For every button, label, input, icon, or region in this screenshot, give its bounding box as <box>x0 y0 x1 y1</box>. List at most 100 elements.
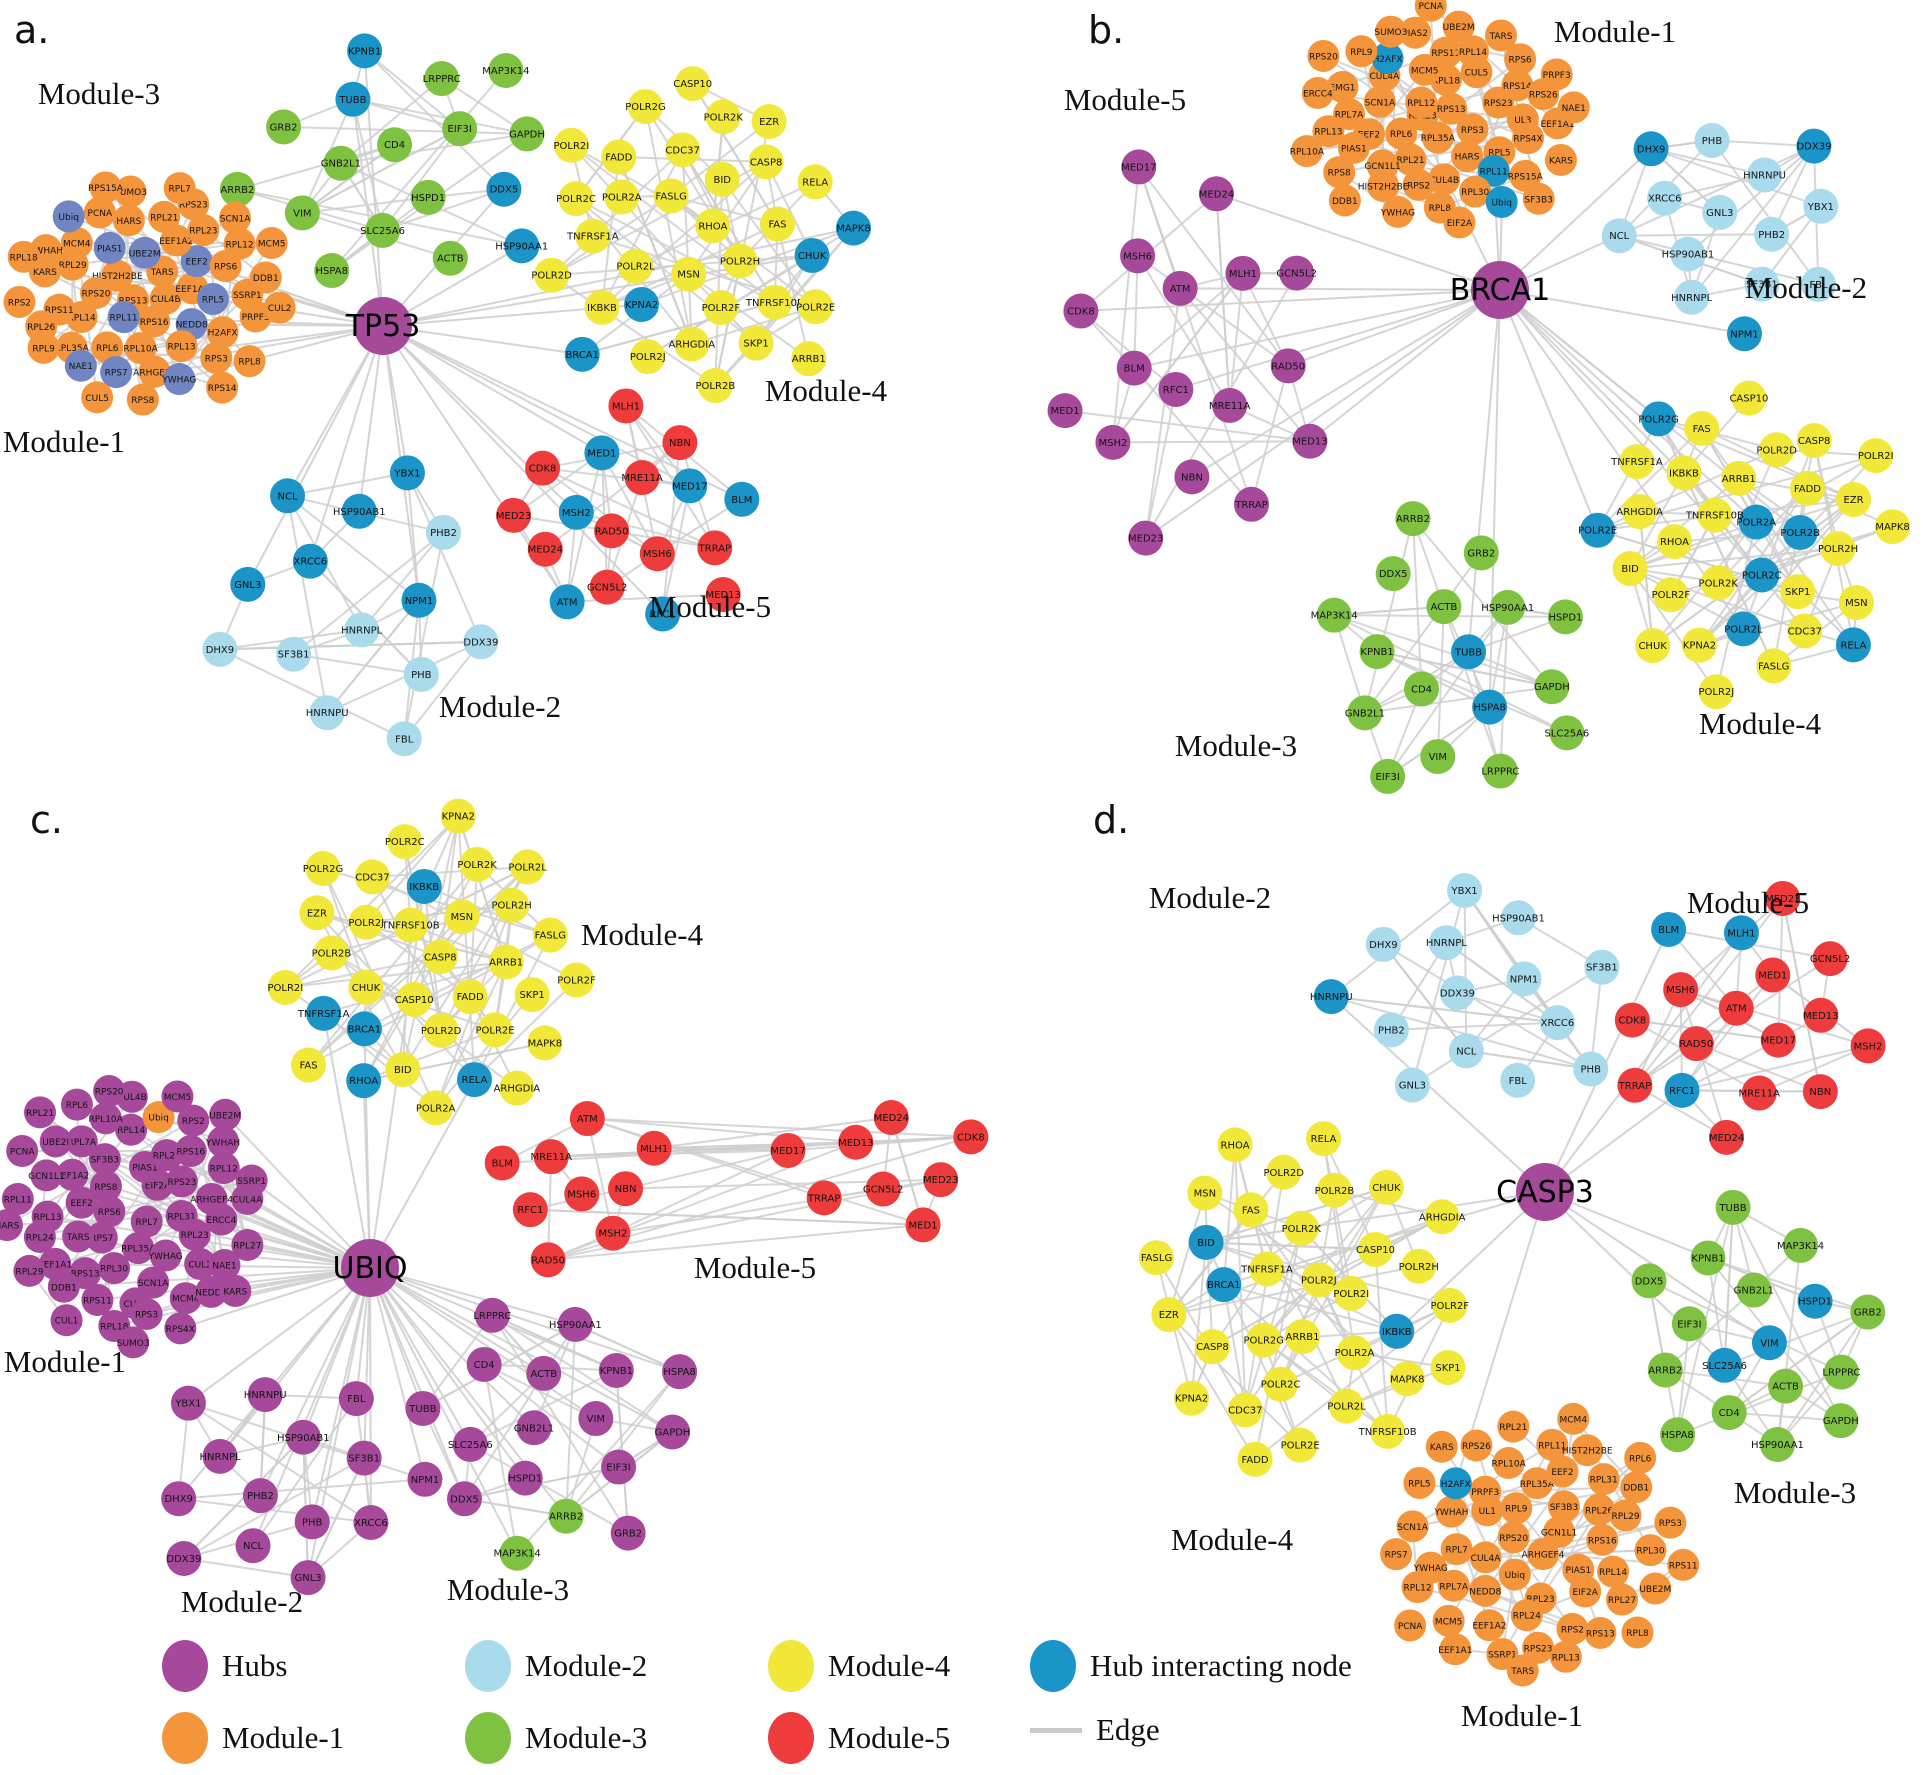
network-node[interactable] <box>1217 1127 1253 1163</box>
network-node[interactable] <box>1622 494 1658 530</box>
network-node[interactable] <box>93 1075 126 1108</box>
network-node[interactable] <box>1283 1210 1319 1246</box>
network-node[interactable] <box>1116 350 1152 386</box>
network-node[interactable] <box>130 1297 163 1330</box>
network-node[interactable] <box>1621 1616 1654 1649</box>
network-node[interactable] <box>1463 535 1499 571</box>
network-node[interactable] <box>618 248 654 284</box>
network-node[interactable] <box>1744 557 1780 593</box>
network-node[interactable] <box>114 175 147 208</box>
network-node[interactable] <box>1194 1329 1230 1365</box>
network-node[interactable] <box>389 455 425 491</box>
network-node[interactable] <box>1162 270 1198 306</box>
network-node[interactable] <box>1246 1322 1282 1358</box>
network-node[interactable] <box>1460 1429 1493 1462</box>
network-node[interactable] <box>219 171 255 207</box>
network-node[interactable] <box>452 1426 488 1462</box>
network-node[interactable] <box>1759 432 1795 468</box>
network-node[interactable] <box>126 383 159 416</box>
network-node[interactable] <box>724 481 760 517</box>
network-node[interactable] <box>205 1203 238 1236</box>
network-node[interactable] <box>93 1195 126 1228</box>
network-node[interactable] <box>1800 266 1836 302</box>
network-node[interactable] <box>196 283 229 316</box>
network-node[interactable] <box>759 206 795 242</box>
network-node[interactable] <box>442 111 478 147</box>
network-node[interactable] <box>838 1124 874 1160</box>
network-node[interactable] <box>1664 1072 1700 1108</box>
network-node[interactable] <box>1549 715 1585 751</box>
network-node[interactable] <box>584 289 620 325</box>
network-node[interactable] <box>672 468 708 504</box>
network-node[interactable] <box>39 1125 72 1158</box>
network-node[interactable] <box>1227 1392 1263 1428</box>
network-node[interactable] <box>589 569 625 605</box>
network-node[interactable] <box>722 243 758 279</box>
network-node[interactable] <box>1472 689 1508 725</box>
network-node[interactable] <box>1697 497 1733 533</box>
network-node[interactable] <box>83 196 116 229</box>
network-node[interactable] <box>1429 36 1462 69</box>
network-node[interactable] <box>1 1182 34 1215</box>
network-node[interactable] <box>695 208 731 244</box>
network-node[interactable] <box>1359 634 1395 670</box>
network-node[interactable] <box>704 161 740 197</box>
network-node[interactable] <box>1702 194 1738 230</box>
network-node[interactable] <box>794 237 830 273</box>
network-node[interactable] <box>60 226 93 259</box>
network-node[interactable] <box>1500 1492 1533 1525</box>
network-node[interactable] <box>1601 218 1637 254</box>
network-node[interactable] <box>1612 551 1648 587</box>
network-node[interactable] <box>1301 1262 1337 1298</box>
network-node[interactable] <box>549 584 585 620</box>
network-node[interactable] <box>346 1440 382 1476</box>
network-node[interactable] <box>223 227 256 260</box>
network-node[interactable] <box>64 349 97 382</box>
network-node[interactable] <box>47 1270 80 1303</box>
network-node[interactable] <box>1469 1541 1502 1574</box>
network-node[interactable] <box>1633 131 1669 167</box>
network-node[interactable] <box>610 1515 646 1551</box>
network-node[interactable] <box>386 721 422 757</box>
network-node[interactable] <box>1787 613 1823 649</box>
network-node[interactable] <box>1187 1175 1223 1211</box>
network-node[interactable] <box>466 1346 502 1382</box>
network-node[interactable] <box>165 1165 198 1198</box>
network-node[interactable] <box>1653 577 1689 613</box>
network-node[interactable] <box>1803 188 1839 224</box>
network-node[interactable] <box>1547 599 1583 635</box>
network-node[interactable] <box>1780 574 1816 610</box>
network-node[interactable] <box>1290 135 1323 168</box>
network-node[interactable] <box>6 1135 39 1168</box>
network-node[interactable] <box>124 332 157 365</box>
network-node[interactable] <box>85 1221 118 1254</box>
network-node[interactable] <box>751 103 787 139</box>
network-node[interactable] <box>313 935 349 971</box>
network-node[interactable] <box>905 1207 941 1243</box>
network-node[interactable] <box>1744 266 1780 302</box>
network-node[interactable] <box>1482 753 1518 789</box>
network-node[interactable] <box>1858 438 1894 474</box>
network-node[interactable] <box>112 204 145 237</box>
network-node[interactable] <box>239 300 272 333</box>
network-node[interactable] <box>655 1414 691 1450</box>
network-node[interactable] <box>184 1247 217 1280</box>
network-node[interactable] <box>1617 1067 1653 1103</box>
network-node[interactable] <box>1736 1272 1772 1308</box>
network-node[interactable] <box>1188 1224 1224 1260</box>
network-node[interactable] <box>161 1481 197 1517</box>
network-node[interactable] <box>335 81 371 117</box>
network-node[interactable] <box>1347 695 1383 731</box>
network-node[interactable] <box>235 1528 271 1564</box>
network-node[interactable] <box>578 1401 614 1437</box>
network-node[interactable] <box>953 1119 989 1155</box>
network-node[interactable] <box>499 1070 535 1106</box>
network-node[interactable] <box>1380 1538 1413 1571</box>
network-node[interactable] <box>575 218 611 254</box>
network-node[interactable] <box>98 1252 131 1285</box>
network-node[interactable] <box>1671 1306 1707 1342</box>
network-node[interactable] <box>1323 156 1356 189</box>
network-node[interactable] <box>484 1145 520 1181</box>
network-node[interactable] <box>608 1171 644 1207</box>
network-node[interactable] <box>1709 1119 1745 1155</box>
